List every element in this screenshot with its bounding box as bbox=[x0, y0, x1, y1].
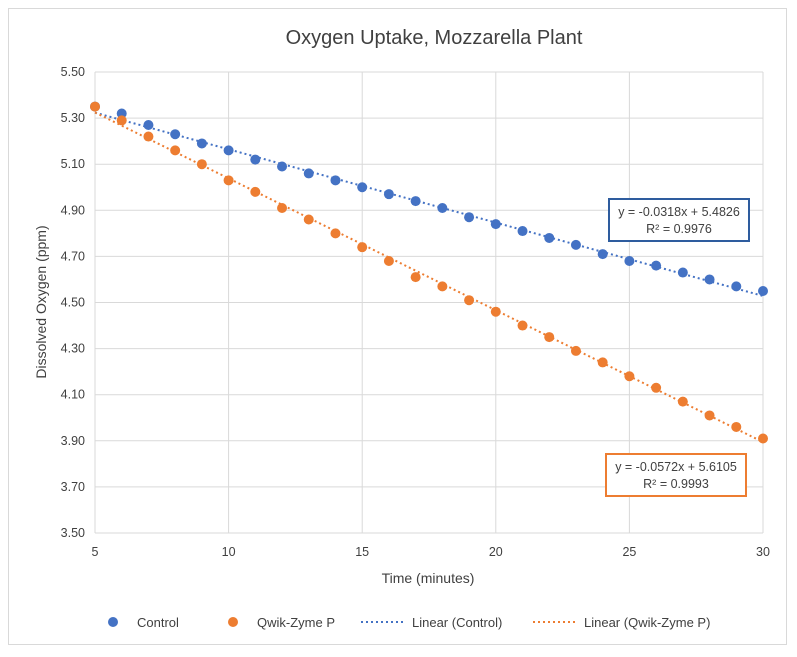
y-tick-label: 5.30 bbox=[61, 111, 85, 125]
y-tick-label: 5.10 bbox=[61, 157, 85, 171]
legend-linear-control-label: Linear (Control) bbox=[412, 615, 502, 630]
legend-control-label: Control bbox=[137, 615, 179, 630]
y-axis-title: Dissolved Oxygen (ppm) bbox=[33, 225, 49, 378]
y-tick-label: 3.90 bbox=[61, 434, 85, 448]
control-data-point bbox=[330, 175, 341, 186]
x-tick-label: 10 bbox=[222, 545, 236, 559]
control-data-point bbox=[143, 120, 154, 131]
qwik-zyme-trend-r2: R² = 0.9993 bbox=[643, 477, 709, 491]
trendlines bbox=[94, 111, 764, 443]
control-data-point bbox=[464, 212, 475, 223]
qwik-zyme-data-point bbox=[383, 256, 394, 267]
qwik-zyme-equation-border bbox=[605, 453, 747, 497]
qwik-zyme-data-point bbox=[464, 295, 475, 306]
qwik-zyme-equation-box: y = -0.0572x + 5.6105 R² = 0.9993 bbox=[605, 453, 747, 497]
qwik-zyme-data-point bbox=[677, 396, 688, 407]
qwik-zyme-data-point bbox=[410, 272, 421, 283]
y-tick-label: 4.30 bbox=[61, 342, 85, 356]
control-data-point bbox=[544, 232, 555, 243]
control-data-point bbox=[437, 202, 448, 213]
chart-area: Oxygen Uptake, Mozzarella Plant 3.50 3.70… bbox=[8, 8, 787, 645]
y-tick-label: 4.70 bbox=[61, 249, 85, 263]
qwik-zyme-data-point bbox=[597, 357, 608, 368]
legend-control-marker bbox=[108, 617, 118, 627]
control-data-point bbox=[731, 281, 742, 292]
qwik-zyme-data-point bbox=[277, 202, 288, 213]
control-data-point bbox=[758, 285, 768, 296]
control-data-point bbox=[570, 239, 581, 250]
qwik-zyme-data-point bbox=[651, 382, 662, 393]
control-data-point bbox=[223, 145, 234, 156]
control-data-point bbox=[490, 219, 501, 230]
qwik-zyme-data-point bbox=[143, 131, 154, 142]
y-tick-label: 3.70 bbox=[61, 480, 85, 494]
legend: Control Qwik-Zyme P Linear (Control) Lin… bbox=[108, 615, 710, 630]
qwik-zyme-data-point bbox=[196, 159, 207, 170]
control-data-point bbox=[170, 129, 181, 140]
x-axis-title: Time (minutes) bbox=[382, 570, 475, 586]
y-tick-label: 4.90 bbox=[61, 203, 85, 217]
x-tick-label: 30 bbox=[756, 545, 770, 559]
control-data-point bbox=[624, 256, 635, 267]
legend-linear-qwik-zyme-label: Linear (Qwik-Zyme P) bbox=[584, 615, 710, 630]
control-data-point bbox=[651, 260, 662, 271]
data-points bbox=[90, 101, 768, 444]
y-axis-tick-labels: 3.50 3.70 3.90 4.10 4.30 4.50 4.70 4.90 5.10 5.30… bbox=[61, 65, 85, 540]
control-data-point bbox=[357, 182, 368, 193]
control-trend-equation: y = -0.0318x + 5.4826 bbox=[618, 205, 740, 219]
control-data-point bbox=[677, 267, 688, 278]
qwik-zyme-data-point bbox=[624, 371, 635, 382]
qwik-zyme-data-point bbox=[437, 281, 448, 292]
qwik-zyme-data-point bbox=[170, 145, 181, 156]
legend-qwik-zyme-label: Qwik-Zyme P bbox=[257, 615, 335, 630]
x-tick-label: 5 bbox=[92, 545, 99, 559]
control-data-point bbox=[410, 196, 421, 207]
qwik-zyme-data-point bbox=[303, 214, 314, 225]
y-tick-label: 4.50 bbox=[61, 296, 85, 310]
control-data-point bbox=[277, 161, 288, 172]
chart-title: Oxygen Uptake, Mozzarella Plant bbox=[286, 27, 583, 49]
gridlines bbox=[94, 71, 764, 534]
control-data-point bbox=[303, 168, 314, 179]
qwik-zyme-data-point bbox=[544, 332, 555, 343]
qwik-zyme-data-point bbox=[758, 433, 768, 444]
qwik-zyme-data-point bbox=[490, 306, 501, 317]
qwik-zyme-data-point bbox=[116, 115, 127, 126]
control-data-point bbox=[116, 108, 127, 119]
x-tick-label: 25 bbox=[622, 545, 636, 559]
y-tick-label: 3.50 bbox=[61, 526, 85, 540]
y-tick-label: 5.50 bbox=[61, 65, 85, 79]
qwik-zyme-data-point bbox=[731, 421, 742, 432]
control-data-point bbox=[517, 226, 528, 237]
legend-qwik-zyme-marker bbox=[228, 617, 238, 627]
control-data-point bbox=[597, 249, 608, 260]
y-tick-label: 4.10 bbox=[61, 388, 85, 402]
qwik-zyme-data-point bbox=[517, 320, 528, 331]
control-trend-r2: R² = 0.9976 bbox=[646, 222, 712, 236]
qwik-zyme-data-point bbox=[90, 101, 100, 112]
qwik-zyme-data-point bbox=[250, 186, 261, 197]
x-tick-label: 20 bbox=[489, 545, 503, 559]
qwik-zyme-data-point bbox=[570, 345, 581, 356]
trendline-qwik-zyme bbox=[94, 111, 764, 443]
control-data-point bbox=[704, 274, 715, 285]
qwik-zyme-data-point bbox=[357, 242, 368, 253]
x-tick-label: 15 bbox=[355, 545, 369, 559]
control-equation-border bbox=[608, 198, 750, 242]
qwik-zyme-trend-equation: y = -0.0572x + 5.6105 bbox=[615, 460, 737, 474]
x-axis-tick-labels: 5 10 15 20 25 30 bbox=[92, 545, 770, 559]
control-equation-box: y = -0.0318x + 5.4826 R² = 0.9976 bbox=[608, 198, 750, 242]
qwik-zyme-data-point bbox=[223, 175, 234, 186]
oxygen-uptake-chart: Oxygen Uptake, Mozzarella Plant 3.50 3.70… bbox=[33, 27, 770, 630]
control-data-point bbox=[383, 189, 394, 200]
control-data-point bbox=[250, 154, 261, 165]
control-data-point bbox=[196, 138, 207, 149]
qwik-zyme-data-point bbox=[330, 228, 341, 239]
qwik-zyme-data-point bbox=[704, 410, 715, 421]
